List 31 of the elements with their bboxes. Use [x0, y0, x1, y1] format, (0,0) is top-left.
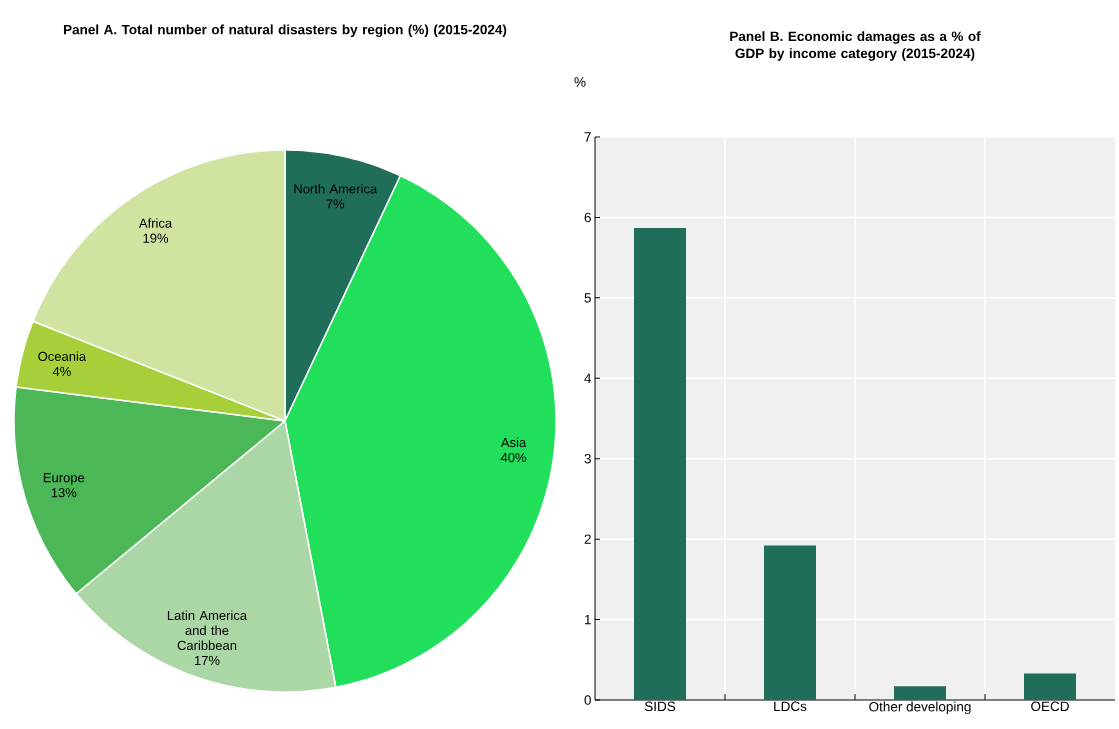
data-label: 7%: [326, 199, 345, 209]
y-axis-title: %: [574, 77, 586, 87]
chart-title: Panel B. Economic damages as a % of GDP by income category (2015-2024): [730, 31, 981, 61]
x-tick-label: SIDS: [644, 701, 676, 712]
bar: [894, 686, 947, 700]
data-label: 4%: [52, 366, 71, 376]
x-tick-label: OECD: [1031, 701, 1069, 712]
y-tick-label: 6: [584, 212, 591, 223]
slice-label: Latin America and the Caribbean: [167, 610, 248, 651]
slice-label: Asia: [500, 437, 527, 448]
data-label: 13%: [51, 488, 77, 498]
y-tick-label: 2: [584, 534, 591, 544]
y-tick-label: 7: [584, 132, 591, 142]
y-tick-label: 0: [584, 695, 591, 705]
y-tick-label: 4: [584, 373, 592, 383]
y-tick-label: 3: [584, 453, 591, 464]
slice-label: Africa: [138, 218, 173, 228]
y-tick-label: 5: [584, 293, 591, 303]
data-label: 40%: [500, 452, 527, 463]
slice-label: Europe: [43, 473, 85, 485]
bar: [1024, 673, 1077, 700]
data-label: 17%: [194, 655, 220, 665]
x-tick-label: Other developing: [869, 701, 971, 715]
x-tick-label: LDCs: [774, 701, 807, 712]
bar: [764, 545, 817, 700]
chart-title: Panel A. Total number of natural disasters by region (%) (2015-2024): [63, 24, 507, 38]
slice-label: North America: [294, 183, 378, 194]
y-tick-label: 1: [585, 614, 591, 625]
bar: [634, 227, 687, 700]
data-label: 19%: [143, 233, 169, 243]
slice-label: Oceania: [38, 351, 87, 362]
